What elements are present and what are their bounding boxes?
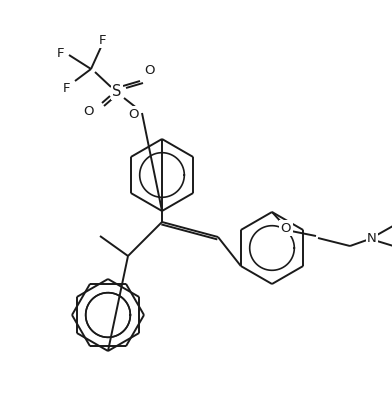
Text: F: F (63, 82, 71, 95)
Text: O: O (129, 108, 139, 121)
Text: F: F (99, 33, 107, 46)
Text: N: N (367, 232, 377, 245)
Text: F: F (57, 46, 65, 59)
Text: O: O (281, 221, 291, 234)
Text: O: O (145, 63, 155, 76)
Text: O: O (84, 104, 94, 117)
Text: S: S (113, 84, 122, 98)
